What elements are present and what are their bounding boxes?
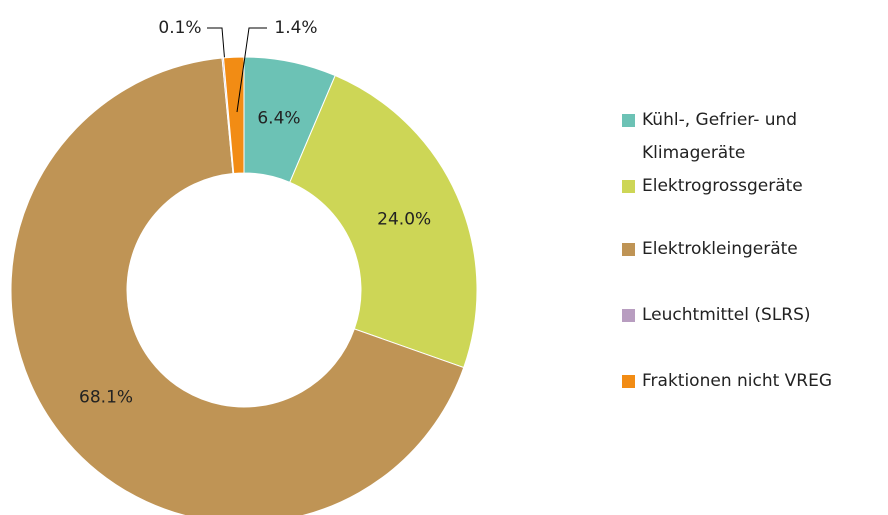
legend-swatch <box>622 309 635 322</box>
data-label: 0.1% <box>158 18 201 38</box>
legend-label: Kühl-, Gefrier- und Klimageräte <box>642 110 798 163</box>
legend-item: Leuchtmittel (SLRS) <box>622 299 872 332</box>
donut-slice <box>222 56 245 174</box>
legend-swatch <box>622 180 635 193</box>
legend-item: Fraktionen nicht VREG <box>622 365 872 398</box>
legend-label: Leuchtmittel (SLRS) <box>642 305 811 325</box>
legend-swatch <box>622 114 635 127</box>
donut-slice <box>289 74 478 369</box>
legend-item: Elektrogrossgeräte <box>622 170 872 203</box>
legend-swatch <box>622 375 635 388</box>
donut-hole <box>127 173 361 407</box>
legend-item: Kühl-, Gefrier- und Klimageräte <box>622 104 872 170</box>
legend-label: Elektrogrossgeräte <box>642 176 803 196</box>
legend-label: Elektrokleingeräte <box>642 239 798 259</box>
leader-line <box>236 27 267 113</box>
data-label: 6.4% <box>257 109 300 129</box>
legend-item: Elektrokleingeräte <box>622 233 872 266</box>
legend-swatch <box>622 243 635 256</box>
data-label: 68.1% <box>79 388 133 408</box>
legend-label: Fraktionen nicht VREG <box>642 371 833 391</box>
data-label: 1.4% <box>274 18 317 38</box>
donut-slice <box>10 57 465 515</box>
legend: Kühl-, Gefrier- und Klimageräte Elektrogr… <box>622 104 872 398</box>
data-label: 24.0% <box>377 209 431 229</box>
donut-plot: 6.4% 24.0% 68.1% 0.1% 1.4% <box>10 18 478 515</box>
